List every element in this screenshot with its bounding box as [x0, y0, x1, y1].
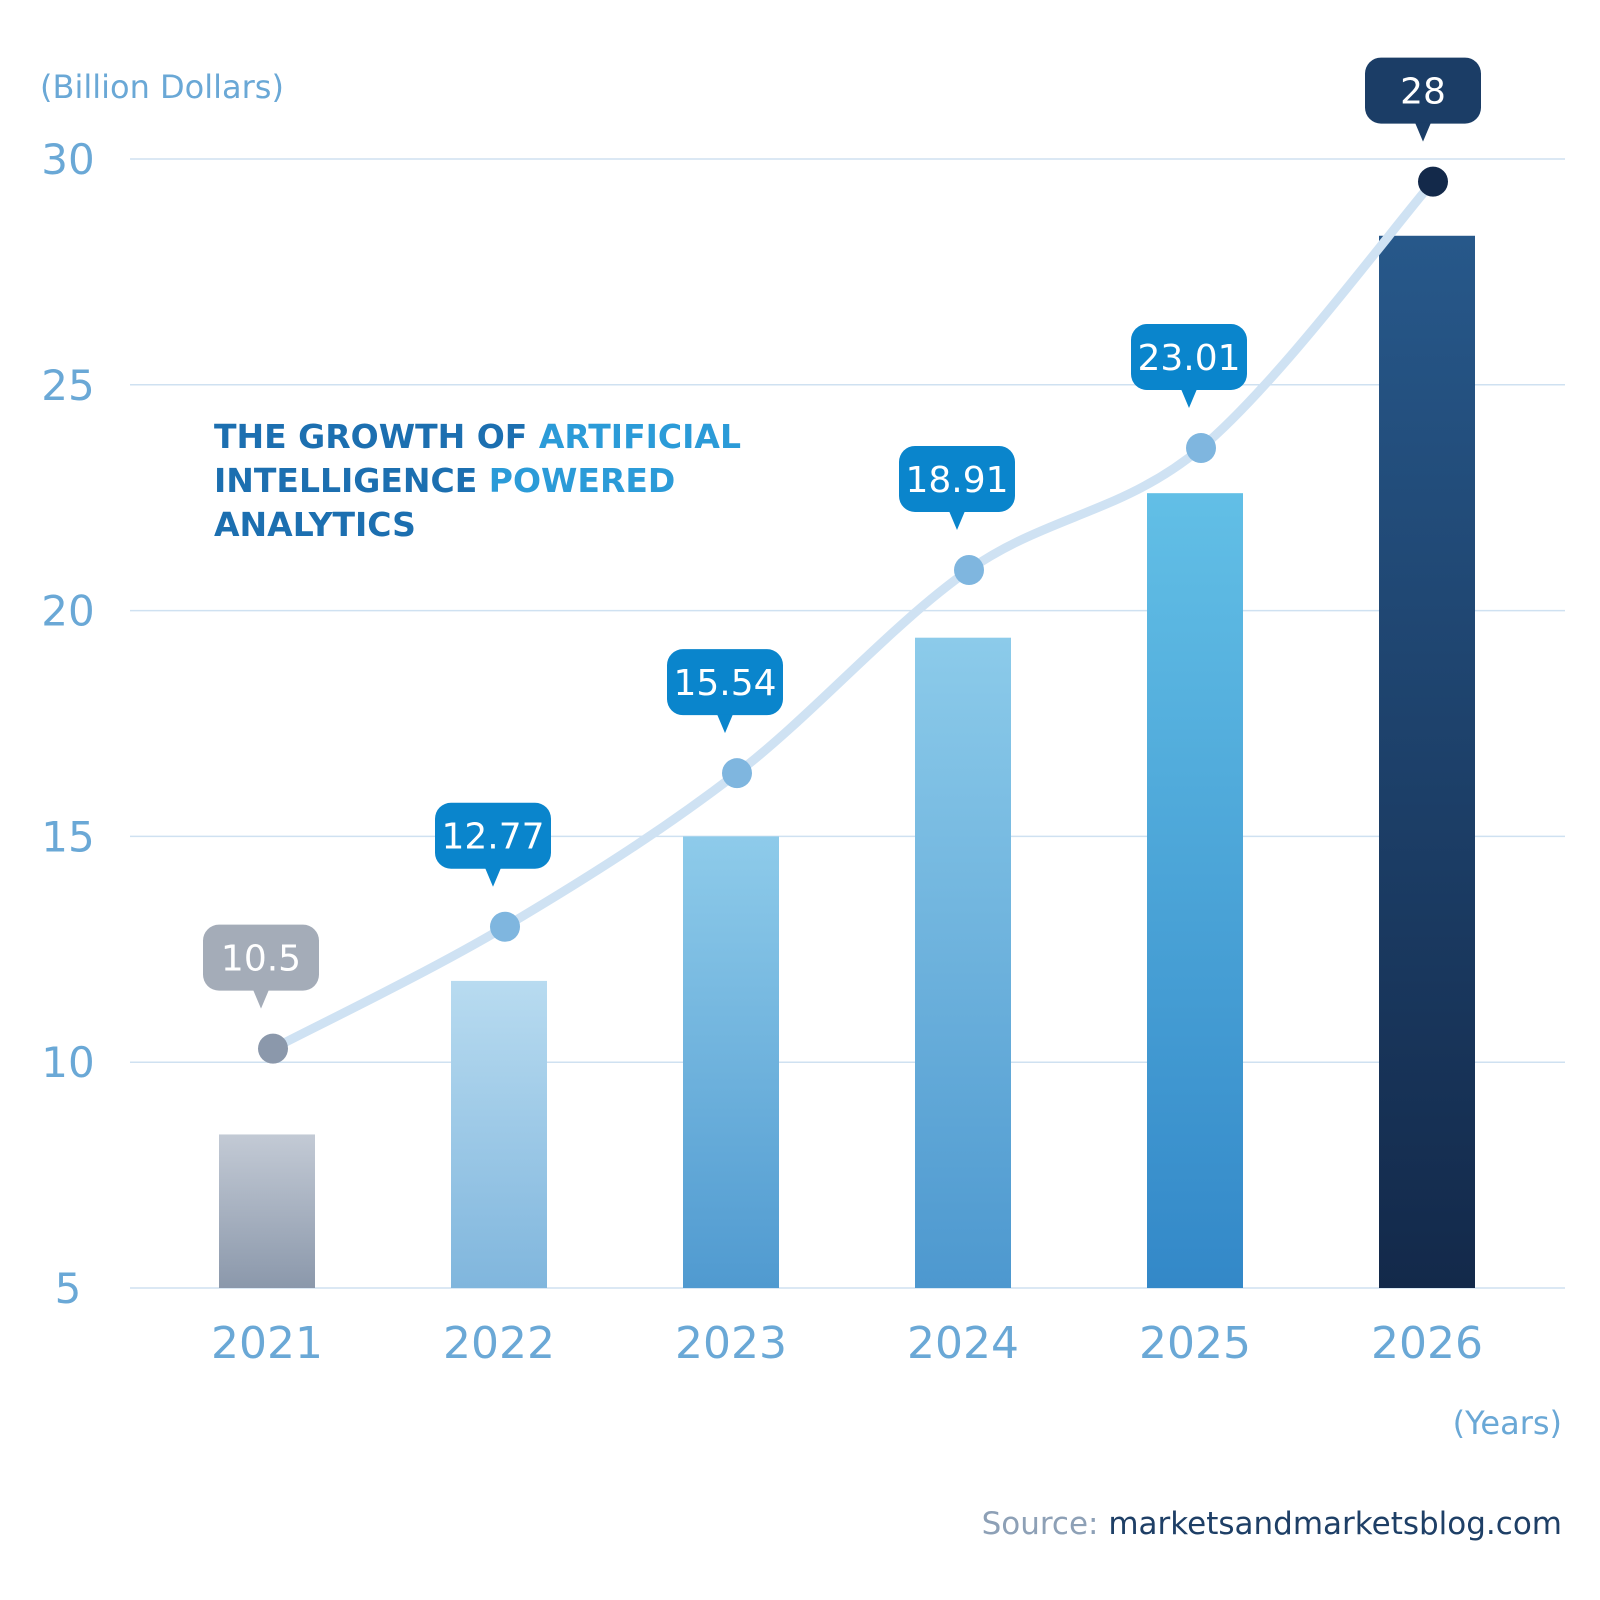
y-tick-label: 20: [41, 587, 94, 636]
callout-value: 15.54: [673, 663, 776, 704]
bar-2021: [219, 1134, 315, 1288]
chart-title-line-1: THE GROWTH OF ARTIFICIAL: [214, 417, 741, 456]
y-tick-label: 10: [41, 1038, 94, 1087]
x-tick-label: 2025: [1139, 1318, 1251, 1369]
callout-2024: 18.91: [899, 445, 1015, 530]
bars: [219, 235, 1475, 1289]
trend-marker-2022: [490, 911, 520, 942]
title-word: ARTIFICIAL: [527, 417, 741, 456]
x-tick-label: 2026: [1371, 1318, 1483, 1369]
callout-2026: 28: [1365, 57, 1481, 142]
callout-pointer: [949, 510, 965, 530]
source-prefix: Source:: [982, 1506, 1109, 1542]
chart-title-line-2: INTELLIGENCE POWERED: [214, 461, 675, 500]
callout-2025: 23.01: [1131, 324, 1247, 409]
callout-pointer: [485, 867, 501, 887]
x-tick-label: 2024: [907, 1318, 1019, 1369]
callout-box: [1131, 324, 1247, 391]
bar-2022: [451, 980, 547, 1288]
trend-line-path: [268, 177, 1438, 1054]
bar-2023: [683, 836, 779, 1288]
y-tick-label: 25: [41, 361, 94, 410]
chart-title: THE GROWTH OF ARTIFICIAL INTELLIGENCE PO…: [214, 417, 741, 544]
callout-value: 28: [1400, 72, 1446, 113]
source-link[interactable]: marketsandmarketsblog.com: [1108, 1506, 1562, 1542]
title-word: GROWTH: [287, 417, 466, 456]
callout-box: [667, 649, 783, 716]
y-tick-label: 15: [41, 812, 94, 861]
trend-marker-2023: [722, 758, 752, 789]
y-tick-label: 30: [41, 135, 94, 184]
x-axis-ticks: 2021 2022 2023 2024 2025 2026: [211, 1318, 1483, 1369]
x-tick-label: 2023: [675, 1318, 787, 1369]
callout-2021: 10.5: [203, 924, 319, 1009]
callout-box: [1365, 57, 1481, 124]
callout-2023: 15.54: [667, 649, 783, 734]
trend-marker-2025: [1186, 433, 1216, 464]
trend-line: [258, 166, 1448, 1064]
gridlines: [130, 158, 1565, 1289]
callout-2022: 12.77: [435, 802, 551, 887]
title-word: INTELLIGENCE: [214, 461, 477, 500]
trend-marker-2026: [1418, 166, 1448, 197]
callout-value: 18.91: [905, 460, 1008, 501]
callout-box: [899, 445, 1015, 512]
bar-2026: [1379, 235, 1475, 1289]
chart-title-line-3: ANALYTICS: [214, 505, 416, 544]
callout-pointer: [1415, 122, 1431, 142]
callout-pointer: [717, 714, 733, 734]
callout-pointer: [1181, 389, 1197, 409]
x-tick-label: 2021: [211, 1318, 323, 1369]
callout-value: 23.01: [1137, 338, 1240, 379]
trend-marker-2021: [258, 1033, 288, 1064]
callout-value: 12.77: [441, 817, 544, 858]
bar-2025: [1147, 493, 1243, 1289]
callout-box: [435, 802, 551, 869]
callout-pointer: [253, 989, 269, 1009]
title-word: POWERED: [477, 461, 675, 500]
source-note: Source: marketsandmarketsblog.com: [982, 1506, 1562, 1542]
x-tick-label: 2022: [443, 1318, 555, 1369]
trend-marker-2024: [954, 554, 984, 585]
title-word: THE: [214, 417, 287, 456]
callout-box: [203, 924, 319, 991]
x-axis-label: (Years): [1453, 1404, 1562, 1442]
callout-value: 10.5: [221, 939, 301, 980]
y-tick-label: 5: [55, 1264, 82, 1313]
bar-2024: [915, 637, 1011, 1288]
data-callouts: 10.5 12.77 15.54 18.91 23.01 28: [203, 57, 1481, 1009]
y-axis-label: (Billion Dollars): [40, 68, 284, 106]
y-axis-ticks: 5 10 15 20 25 30: [41, 135, 94, 1313]
title-word: OF: [465, 417, 527, 456]
